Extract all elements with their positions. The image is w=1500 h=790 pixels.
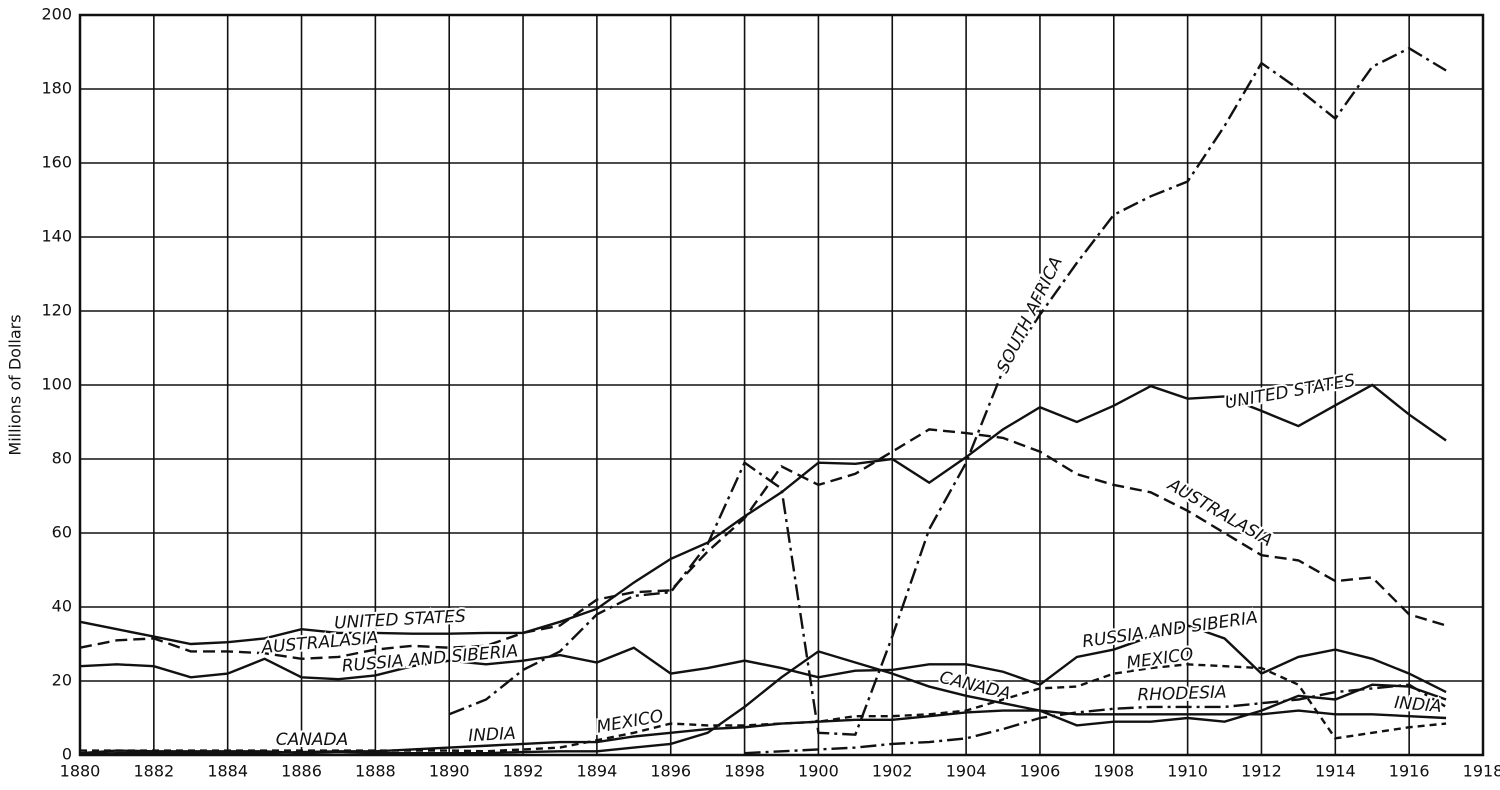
- y-tick-label: 0: [62, 745, 72, 764]
- y-tick-label: 140: [41, 227, 72, 246]
- series-label: MEXICO: [595, 706, 665, 737]
- series-label: CANADA: [276, 730, 349, 750]
- series-label: INDIA: [1393, 693, 1442, 717]
- series-label: UNITED STATES: [1223, 371, 1356, 414]
- y-tick-label: 160: [41, 153, 72, 172]
- x-tick-label: 1902: [872, 762, 913, 781]
- x-tick-label: 1908: [1093, 762, 1134, 781]
- x-tick-label: 1884: [207, 762, 248, 781]
- y-axis-label: Millions of Dollars: [6, 314, 25, 455]
- series-line: [79, 383, 1447, 646]
- y-tick-label: 100: [41, 375, 72, 394]
- y-tick-label: 180: [41, 79, 72, 98]
- x-tick-label: 1914: [1315, 762, 1356, 781]
- x-tick-label: 1886: [281, 762, 322, 781]
- y-tick-label: 40: [52, 597, 72, 616]
- x-tick-label: 1898: [724, 762, 765, 781]
- x-tick-label: 1888: [355, 762, 396, 781]
- x-tick-label: 1910: [1167, 762, 1208, 781]
- x-tick-label: 1890: [429, 762, 470, 781]
- x-tick-label: 1894: [577, 762, 618, 781]
- x-tick-label: 1916: [1389, 762, 1430, 781]
- series-line: [79, 428, 1447, 661]
- series-label: AUSTRALASIA: [1163, 475, 1275, 551]
- x-tick-label: 1900: [798, 762, 839, 781]
- x-tick-label: 1904: [946, 762, 987, 781]
- x-tick-label: 1896: [650, 762, 691, 781]
- x-tick-label: 1892: [503, 762, 544, 781]
- series-label: INDIA: [468, 724, 516, 746]
- series-label: RHODESIA: [1137, 682, 1227, 705]
- y-tick-label: 200: [41, 5, 72, 24]
- series-label: SOUTH AFRICA: [993, 254, 1067, 377]
- y-tick-label: 60: [52, 523, 72, 542]
- x-tick-label: 1912: [1241, 762, 1282, 781]
- y-tick-label: 120: [41, 301, 72, 320]
- series-line: [744, 683, 1447, 755]
- y-tick-label: 80: [52, 449, 72, 468]
- x-tick-label: 1880: [60, 762, 101, 781]
- x-tick-label: 1906: [1020, 762, 1061, 781]
- x-tick-label: 1918: [1463, 762, 1500, 781]
- series-line: [448, 46, 1447, 736]
- series-line: [80, 663, 1447, 753]
- series-line: [79, 624, 1447, 694]
- series-label: CANADA: [937, 668, 1012, 705]
- x-tick-label: 1882: [133, 762, 174, 781]
- y-tick-label: 20: [52, 671, 72, 690]
- series-label: AUSTRALASIA: [260, 628, 380, 658]
- series-label: MEXICO: [1125, 644, 1194, 673]
